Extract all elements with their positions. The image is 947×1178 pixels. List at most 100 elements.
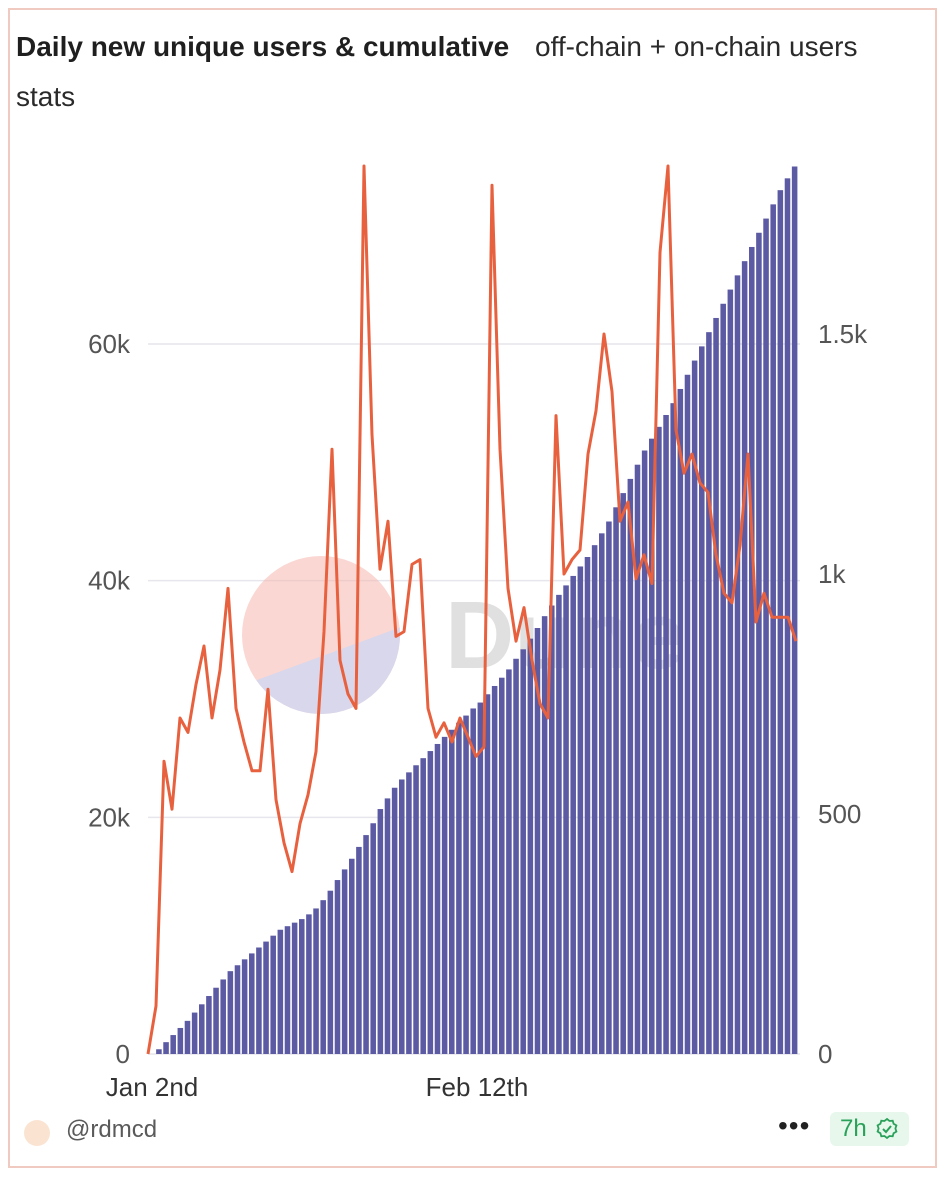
bar	[434, 743, 441, 1054]
bar	[449, 729, 455, 1054]
bar	[734, 275, 741, 1054]
left-tick-label: 0	[116, 1039, 130, 1069]
bar	[399, 779, 405, 1054]
updated-time: 7h	[840, 1115, 867, 1142]
bar	[191, 1012, 198, 1054]
bar	[206, 996, 212, 1054]
bar	[456, 722, 462, 1054]
bar	[299, 919, 305, 1054]
bar	[491, 685, 498, 1054]
bar	[563, 585, 569, 1054]
bar	[513, 658, 519, 1054]
bar	[713, 317, 719, 1054]
bar	[777, 190, 784, 1054]
x-tick-label: Jan 2nd	[106, 1072, 199, 1102]
x-tick-label: Feb 12th	[426, 1072, 529, 1102]
left-tick-label: 60k	[88, 329, 131, 359]
bar	[656, 426, 662, 1054]
bar	[327, 890, 334, 1054]
bar	[477, 702, 484, 1054]
bar	[256, 947, 262, 1054]
more-options-icon[interactable]: •••	[778, 1110, 811, 1141]
bar	[741, 261, 748, 1055]
avatar[interactable]	[24, 1120, 50, 1146]
bar	[649, 438, 655, 1055]
left-tick-label: 40k	[88, 566, 131, 596]
bar	[420, 758, 426, 1054]
chart-subtitle: off-chain + on-chain users stats	[16, 31, 858, 112]
bar	[677, 388, 684, 1054]
bar	[770, 204, 776, 1054]
bar	[163, 1042, 169, 1054]
bar	[506, 669, 512, 1054]
bar	[670, 403, 676, 1055]
left-axis-ticks: 0 20k 40k 60k	[88, 329, 131, 1069]
bar	[484, 694, 491, 1054]
bar	[277, 929, 284, 1054]
bar	[627, 478, 634, 1054]
bar	[413, 765, 419, 1054]
bar	[634, 464, 641, 1054]
bar	[249, 953, 255, 1054]
bar	[220, 979, 226, 1054]
right-tick-label: 1.5k	[818, 319, 868, 349]
bar	[441, 736, 448, 1054]
bar	[227, 971, 234, 1054]
bar	[556, 594, 562, 1054]
bar	[541, 616, 548, 1054]
bar	[791, 166, 798, 1054]
bar	[720, 303, 726, 1054]
x-axis-ticks: Jan 2nd Feb 12th	[106, 1072, 529, 1102]
chart-header: Daily new unique users & cumulative off-…	[16, 22, 906, 122]
bar	[756, 232, 762, 1054]
bar	[534, 628, 541, 1054]
bar	[663, 415, 669, 1054]
bar	[620, 493, 626, 1055]
bar	[641, 450, 648, 1054]
bar	[749, 246, 755, 1054]
bar	[363, 835, 369, 1054]
chart-title: Daily new unique users & cumulative	[16, 31, 510, 62]
bar	[577, 566, 584, 1054]
bar	[599, 533, 605, 1054]
bar	[291, 922, 298, 1054]
bar	[384, 798, 391, 1054]
right-tick-label: 500	[818, 799, 861, 829]
bar	[406, 772, 412, 1054]
bar	[684, 374, 691, 1054]
author-handle[interactable]: @rdmcd	[66, 1116, 158, 1143]
bar	[284, 926, 291, 1054]
cumulative-bars	[156, 166, 798, 1055]
bar	[499, 677, 505, 1054]
bar	[427, 751, 434, 1054]
bar	[341, 869, 348, 1054]
bar	[349, 858, 355, 1054]
bar	[699, 346, 705, 1054]
right-tick-label: 1k	[818, 559, 846, 589]
bar	[570, 575, 576, 1054]
bar	[306, 914, 312, 1054]
bar	[241, 959, 248, 1054]
bar	[313, 908, 319, 1054]
bar	[334, 880, 341, 1054]
left-tick-label: 20k	[88, 802, 131, 832]
bar	[613, 507, 619, 1054]
bar	[549, 605, 555, 1054]
bar	[591, 545, 598, 1054]
bar	[234, 965, 241, 1054]
bar	[584, 557, 591, 1054]
bar	[727, 289, 734, 1055]
right-tick-label: 0	[818, 1039, 832, 1069]
bar	[213, 987, 219, 1054]
bar	[370, 823, 376, 1054]
daily-users-line	[146, 164, 798, 1055]
bar	[463, 715, 469, 1054]
bar	[391, 787, 398, 1054]
bar	[377, 809, 384, 1054]
updated-badge[interactable]: 7h	[830, 1112, 909, 1146]
bar	[320, 900, 326, 1054]
bar	[691, 360, 698, 1055]
bar	[270, 935, 276, 1054]
bar	[606, 521, 612, 1054]
